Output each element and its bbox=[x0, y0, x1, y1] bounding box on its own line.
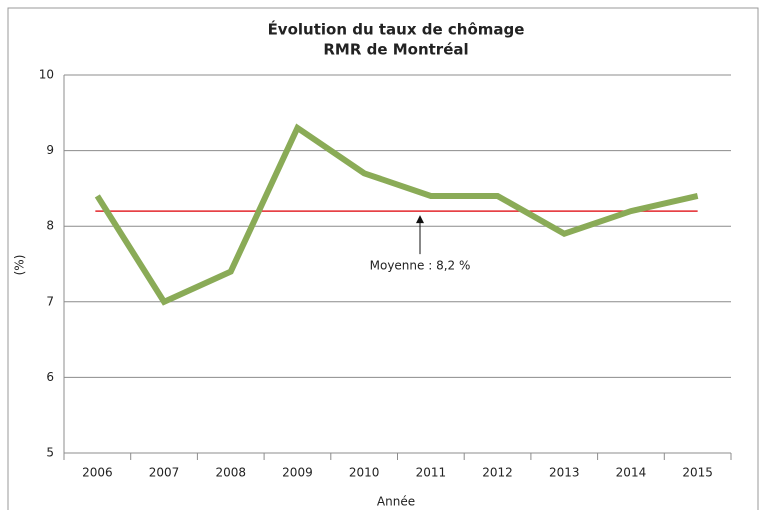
x-tick-label: 2012 bbox=[482, 466, 513, 480]
data-line bbox=[94, 123, 699, 306]
x-tick-label: 2015 bbox=[682, 466, 713, 480]
chart-subtitle: RMR de Montréal bbox=[323, 41, 468, 59]
chart-frame bbox=[7, 7, 759, 510]
y-tick-label: 10 bbox=[39, 68, 54, 82]
x-tick-label: 2010 bbox=[349, 466, 380, 480]
x-tick-label: 2007 bbox=[149, 466, 180, 480]
y-tick-label: 6 bbox=[46, 370, 54, 384]
annotation: Moyenne : 8,2 % bbox=[370, 259, 471, 273]
y-tick-label: 8 bbox=[46, 219, 54, 233]
x-tick-label: 2013 bbox=[549, 466, 580, 480]
x-tick-label: 2014 bbox=[616, 466, 647, 480]
x-axis-label: Année bbox=[377, 495, 415, 509]
x-tick-label: 2008 bbox=[215, 466, 246, 480]
chart-title: Évolution du taux de chômage bbox=[268, 20, 525, 39]
y-tick-label: 9 bbox=[46, 143, 54, 157]
x-tick-label: 2006 bbox=[82, 466, 113, 480]
x-tick-label: 2011 bbox=[416, 466, 447, 480]
y-tick-label: 5 bbox=[46, 446, 54, 460]
y-axis-label: (%) bbox=[13, 255, 27, 276]
y-tick-label: 7 bbox=[46, 294, 54, 308]
x-tick-label: 2009 bbox=[282, 466, 313, 480]
arrow-head bbox=[416, 215, 424, 224]
